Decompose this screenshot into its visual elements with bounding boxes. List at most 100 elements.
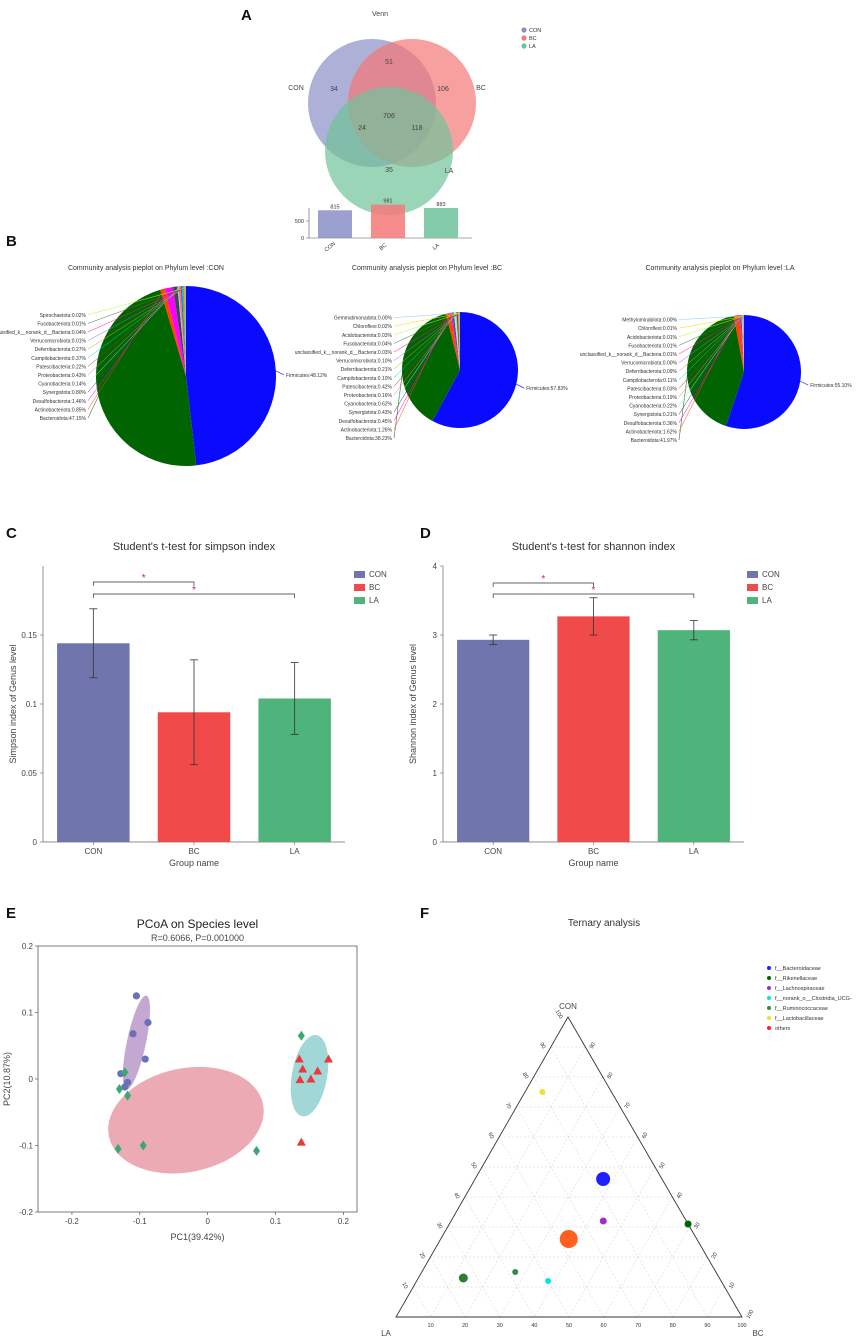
pie-leader: [678, 315, 745, 346]
ternary-tick-label: 40: [452, 1192, 460, 1200]
pie-label: Spirochaetota:0.02%: [40, 313, 87, 319]
venn-circle-la: [325, 87, 453, 215]
venn-legend-marker: [521, 35, 527, 41]
pie-label: Patescibacteria:0.42%: [342, 384, 392, 390]
pie-title: Community analysis pieplot on Phylum lev…: [352, 265, 502, 272]
pie-leader: [87, 287, 186, 333]
pie-leader: [87, 287, 186, 324]
venn-legend-marker: [521, 43, 527, 49]
pie-label: Cyanobacteria:0.62%: [344, 402, 392, 408]
significance-star: *: [192, 585, 196, 596]
pie-slice: [725, 315, 801, 429]
pie-label: Patescibacteria:0.22%: [36, 364, 86, 370]
ternary-tick-label: 70: [504, 1102, 512, 1110]
pie-label: Bacteroidota:38.23%: [346, 436, 393, 442]
pie-slice: [432, 312, 518, 429]
ternary-tick-label: 50: [659, 1162, 667, 1170]
pie-slice: [740, 315, 744, 372]
ternary-grid: [498, 1136, 604, 1318]
pie-label: Bacteroidota:47.15%: [40, 416, 87, 422]
pie-label: Chloroflexi:0.01%: [638, 326, 678, 332]
pie-label: Fusobacteriota:0.01%: [628, 343, 677, 349]
venn-set-label-la: LA: [445, 168, 454, 175]
ternary-tick-label: 30: [693, 1222, 701, 1230]
pie-leader: [516, 383, 525, 389]
chart-title: Student's t-test for simpson index: [113, 541, 276, 553]
venn-legend-label: CON: [529, 28, 541, 34]
pie-leader: [393, 312, 460, 361]
pie-title: Community analysis pieplot on Phylum lev…: [68, 265, 224, 272]
legend-swatch: [354, 571, 365, 578]
panel-label-b: B: [6, 233, 17, 250]
ternary-tick-label: 20: [418, 1252, 426, 1260]
x-tick-label: -0.2: [65, 1217, 79, 1226]
pie-label: Desulfobacterota:0.45%: [339, 419, 393, 425]
ternary-legend-marker: [767, 976, 771, 980]
pcoa-point: [253, 1145, 261, 1156]
y-tick-label: -0.2: [19, 1208, 33, 1217]
x-tick-label: LA: [689, 847, 699, 856]
simpson-bar-chart: Student's t-test for simpson index 0 0.05 0…: [8, 541, 387, 868]
y-tick-label: 0.15: [21, 631, 37, 640]
venn-legend-label: LA: [529, 44, 536, 50]
y-tick-label: 0: [433, 838, 438, 847]
ternary-legend-marker: [767, 966, 771, 970]
venn-region-con-bc: 51: [385, 59, 393, 66]
pie-label: Desulfobacterota:0.36%: [624, 421, 678, 427]
ternary-grid: [464, 1196, 535, 1318]
venn-set-label-con: CON: [288, 85, 304, 92]
pie-title: Community analysis pieplot on Phylum lev…: [645, 265, 794, 272]
pcoa-point: [139, 1140, 147, 1151]
y-tick-label: 4: [433, 562, 438, 571]
pie-label: unclassified_k__norank_d__Bacteria:0.03%: [295, 350, 393, 356]
panel-label-a: A: [241, 7, 252, 24]
pcoa-point: [115, 1083, 123, 1094]
pie-leader: [678, 315, 745, 320]
pie-slice: [177, 286, 186, 376]
ternary-tick-label: 60: [641, 1132, 649, 1140]
pie-label: Firmicutes:57.83%: [526, 386, 568, 392]
pie-label: Cyanobacteria:0.14%: [38, 382, 86, 388]
ternary-legend-label: f__norank_o__Clostridia_UCG-: [775, 996, 852, 1002]
pie-leader: [678, 315, 744, 380]
ternary-legend-marker: [767, 986, 771, 990]
ternary-legend-label: others: [775, 1026, 791, 1032]
y-tick-label: -0.1: [19, 1142, 33, 1151]
ternary-tick-label: 30: [497, 1323, 503, 1329]
ternary-grid: [516, 1106, 639, 1318]
pie-slice: [456, 312, 460, 370]
venn-title: Venn: [372, 11, 388, 18]
pie-leader: [393, 312, 460, 336]
pie-slice: [181, 286, 186, 376]
pie-slice: [184, 286, 186, 376]
pie-leader: [678, 315, 744, 389]
ternary-legend-marker: [767, 1026, 771, 1030]
pie-slice: [741, 315, 744, 372]
x-tick-label: -0.1: [133, 1217, 147, 1226]
shannon-bar-chart: Student's t-test for shannon index 0 1 2 3 4 S…: [408, 541, 780, 868]
venn-bar: [371, 204, 405, 238]
pie-label: unclassified_k__norank_d__Bacteria:0.04%: [0, 330, 87, 336]
ternary-grid: [534, 1136, 638, 1318]
pie-label: Proteobacteria:0.19%: [629, 395, 678, 401]
pie-leader: [393, 313, 459, 378]
pie-leader: [393, 313, 452, 421]
pie-slice: [186, 286, 277, 466]
ternary-tick-label: 20: [462, 1323, 468, 1329]
ternary-point: [458, 1273, 468, 1283]
pie-label: Verrucomicrobiota:0.01%: [30, 339, 86, 345]
pie-label: Bacteroidota:41.97%: [631, 438, 678, 444]
pie-label: Fusobacteriota:0.01%: [37, 321, 86, 327]
pie-leader: [393, 313, 454, 413]
ternary-point: [684, 1220, 692, 1228]
x-tick-label: 0: [205, 1217, 210, 1226]
ternary-grid: [550, 1046, 708, 1318]
y-tick-label: 0.05: [21, 769, 37, 778]
ternary-tick-label: 40: [531, 1323, 537, 1329]
pie-slice: [458, 312, 460, 370]
pie-label: Fusobacteriota:0.04%: [343, 341, 392, 347]
venn-set-label-bc: BC: [476, 85, 486, 92]
ternary-tick-label: 80: [521, 1072, 529, 1080]
pie-label: Patescibacteria:0.03%: [627, 386, 677, 392]
ternary-legend-label: f__Lactobacillaceae: [775, 1016, 824, 1022]
